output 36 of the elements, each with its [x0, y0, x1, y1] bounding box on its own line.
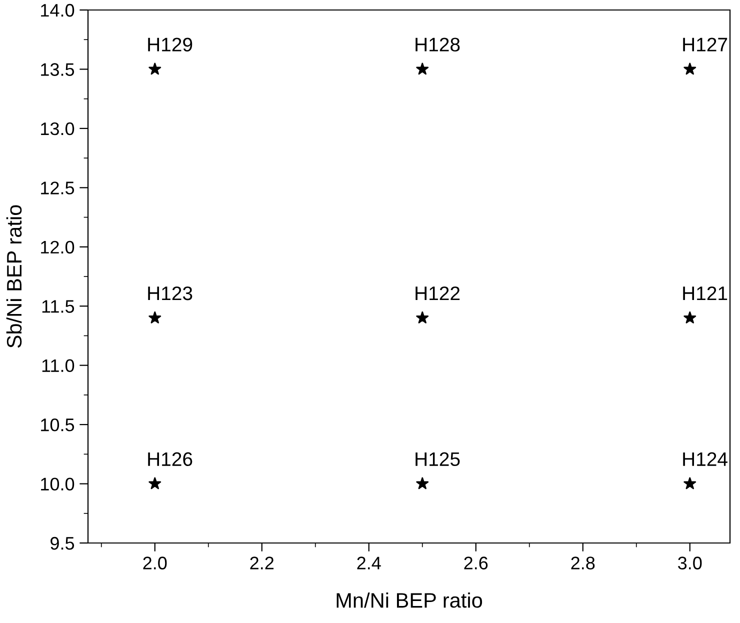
- annotation: H123: [148, 286, 192, 300]
- point: [684, 62, 696, 75]
- point: [148, 62, 162, 75]
- point: [416, 62, 429, 75]
- y-tick-label: 11.5: [42, 300, 74, 313]
- x-axis-title: Mn/Ni BEP ratio: [336, 592, 482, 608]
- y-tick-label: 12.5: [41, 182, 74, 194]
- annotation: H122: [416, 286, 460, 300]
- x-tick-label: 2.6: [464, 556, 488, 570]
- y-tick-label: 9.5: [50, 536, 74, 550]
- y-tick-label: 14.0: [41, 4, 74, 17]
- y-tick-label: 12.0: [41, 240, 74, 254]
- x-tick-label: 2.2: [250, 556, 274, 570]
- point: [416, 311, 429, 324]
- point: [148, 311, 162, 324]
- annotation: H128: [416, 38, 460, 52]
- y-tick-label: 13.0: [41, 122, 74, 136]
- annotation: H126: [148, 452, 192, 466]
- point: [148, 477, 162, 490]
- point: [416, 477, 429, 490]
- x-tick-label: 2.8: [571, 556, 595, 570]
- annotation: H124: [683, 452, 728, 466]
- annotation: H127: [683, 38, 728, 52]
- y-tick-label: 10.5: [41, 418, 74, 432]
- y-tick-label: 13.5: [41, 63, 74, 76]
- annotation: H129: [148, 38, 192, 52]
- point: [684, 311, 696, 324]
- point: [684, 477, 696, 490]
- annotation: H121: [683, 286, 728, 300]
- y-axis-title: Sb/Ni BEP ratio: [6, 205, 22, 348]
- annotation: H125: [416, 452, 460, 466]
- x-tick-label: 2.4: [357, 556, 381, 570]
- x-tick-label: 2.0: [143, 556, 167, 570]
- y-tick-label: 10.0: [41, 478, 74, 490]
- y-tick-label: 11.0: [42, 359, 74, 372]
- x-tick-label: 3.0: [678, 556, 702, 570]
